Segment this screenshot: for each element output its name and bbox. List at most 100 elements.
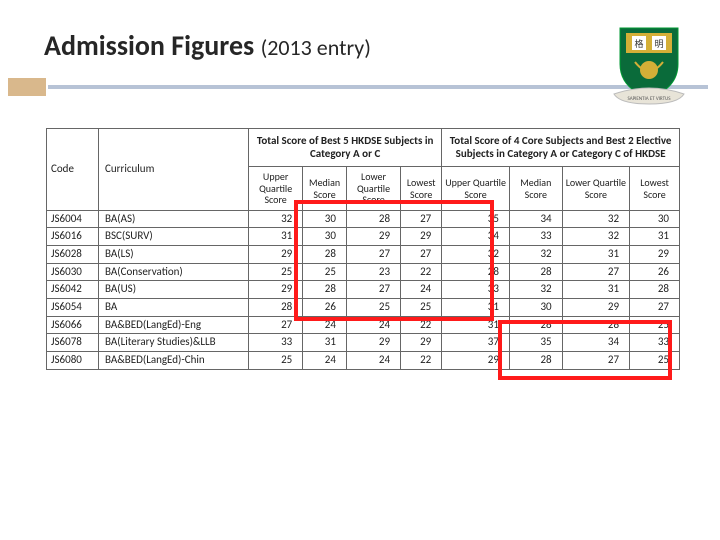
cell-score: 22 [401, 351, 442, 369]
cell-score: 30 [509, 298, 562, 316]
cell-score: 25 [249, 351, 303, 369]
cell-score: 31 [442, 316, 510, 334]
cell-score: 27 [562, 263, 629, 281]
header-low-a: Lowest Score [401, 167, 442, 211]
cell-score: 32 [509, 246, 562, 264]
cell-score: 30 [630, 210, 680, 228]
cell-code: JS6066 [47, 316, 99, 334]
cell-score: 25 [346, 298, 400, 316]
cell-score: 25 [249, 263, 303, 281]
accent-line [48, 85, 708, 89]
table-row: JS6078BA(Literary Studies)&LLB3331292937… [47, 334, 680, 352]
cell-score: 33 [442, 281, 510, 299]
header-curriculum: Curriculum [99, 129, 249, 211]
cell-curriculum: BA&BED(LangEd)-Chin [99, 351, 249, 369]
header-lq-a: Lower Quartile Score [346, 167, 400, 211]
cell-score: 23 [346, 263, 400, 281]
cell-score: 28 [303, 281, 347, 299]
cell-score: 33 [249, 334, 303, 352]
cell-score: 34 [442, 228, 510, 246]
header-group1: Total Score of Best 5 HKDSE Subjects in … [249, 129, 442, 167]
cell-score: 35 [442, 210, 510, 228]
header-group2: Total Score of 4 Core Subjects and Best … [442, 129, 680, 167]
admission-table-wrap: Code Curriculum Total Score of Best 5 HK… [46, 128, 680, 370]
svg-text:格: 格 [634, 38, 643, 50]
cell-score: 29 [249, 281, 303, 299]
cell-score: 29 [630, 246, 680, 264]
cell-score: 27 [346, 281, 400, 299]
cell-score: 25 [303, 263, 347, 281]
cell-score: 29 [442, 351, 510, 369]
cell-curriculum: BA(Conservation) [99, 263, 249, 281]
cell-score: 33 [630, 334, 680, 352]
cell-code: JS6028 [47, 246, 99, 264]
cell-code: JS6054 [47, 298, 99, 316]
cell-curriculum: BA [99, 298, 249, 316]
cell-score: 32 [509, 281, 562, 299]
cell-score: 34 [562, 334, 629, 352]
cell-score: 27 [249, 316, 303, 334]
cell-score: 29 [401, 228, 442, 246]
cell-curriculum: BSC(SURV) [99, 228, 249, 246]
cell-score: 22 [401, 316, 442, 334]
cell-score: 30 [303, 210, 347, 228]
cell-score: 24 [303, 316, 347, 334]
cell-score: 27 [562, 351, 629, 369]
cell-score: 37 [442, 334, 510, 352]
cell-curriculum: BA(US) [99, 281, 249, 299]
cell-score: 29 [346, 334, 400, 352]
cell-curriculum: BA(AS) [99, 210, 249, 228]
table-row: JS6004BA(AS)3230282735343230 [47, 210, 680, 228]
cell-score: 25 [401, 298, 442, 316]
cell-score: 28 [630, 281, 680, 299]
accent-box [8, 78, 46, 96]
title-sub: (2013 entry) [261, 34, 371, 61]
cell-score: 26 [630, 263, 680, 281]
cell-curriculum: BA(Literary Studies)&LLB [99, 334, 249, 352]
cell-score: 28 [509, 316, 562, 334]
admission-table: Code Curriculum Total Score of Best 5 HK… [46, 128, 680, 370]
cell-score: 32 [562, 210, 629, 228]
header-uq-a: Upper Quartile Score [249, 167, 303, 211]
cell-score: 32 [249, 210, 303, 228]
cell-score: 29 [346, 228, 400, 246]
cell-score: 25 [630, 351, 680, 369]
cell-score: 29 [249, 246, 303, 264]
svg-text:明: 明 [654, 39, 663, 50]
cell-score: 27 [401, 210, 442, 228]
cell-score: 33 [509, 228, 562, 246]
cell-score: 28 [509, 263, 562, 281]
cell-score: 27 [630, 298, 680, 316]
cell-score: 31 [562, 246, 629, 264]
cell-score: 34 [509, 210, 562, 228]
cell-score: 28 [249, 298, 303, 316]
cell-code: JS6030 [47, 263, 99, 281]
cell-score: 32 [442, 246, 510, 264]
svg-text:SAPIENTIA ET VIRTUS: SAPIENTIA ET VIRTUS [627, 96, 671, 102]
cell-score: 24 [303, 351, 347, 369]
table-row: JS6030BA(Conservation)2525232228282726 [47, 263, 680, 281]
cell-score: 22 [401, 263, 442, 281]
table-row: JS6066BA&BED(LangEd)-Eng2724242231282825 [47, 316, 680, 334]
table-row: JS6028BA(LS)2928272732323129 [47, 246, 680, 264]
cell-code: JS6042 [47, 281, 99, 299]
cell-score: 31 [249, 228, 303, 246]
cell-score: 27 [346, 246, 400, 264]
table-row: JS6054BA2826252531302927 [47, 298, 680, 316]
cell-score: 30 [303, 228, 347, 246]
header-lq-b: Lower Quartile Score [562, 167, 629, 211]
cell-score: 31 [442, 298, 510, 316]
cell-score: 28 [346, 210, 400, 228]
cell-score: 32 [562, 228, 629, 246]
header-uq-b: Upper Quartile Score [442, 167, 510, 211]
header-low-b: Lowest Score [630, 167, 680, 211]
hku-crest-icon: 格 明 SAPIENTIA ET VIRTUS [610, 22, 688, 110]
cell-code: JS6080 [47, 351, 99, 369]
cell-curriculum: BA&BED(LangEd)-Eng [99, 316, 249, 334]
header-med-b: Median Score [509, 167, 562, 211]
cell-score: 31 [303, 334, 347, 352]
cell-score: 24 [346, 316, 400, 334]
cell-score: 24 [346, 351, 400, 369]
table-row: JS6042BA(US)2928272433323128 [47, 281, 680, 299]
cell-score: 31 [562, 281, 629, 299]
